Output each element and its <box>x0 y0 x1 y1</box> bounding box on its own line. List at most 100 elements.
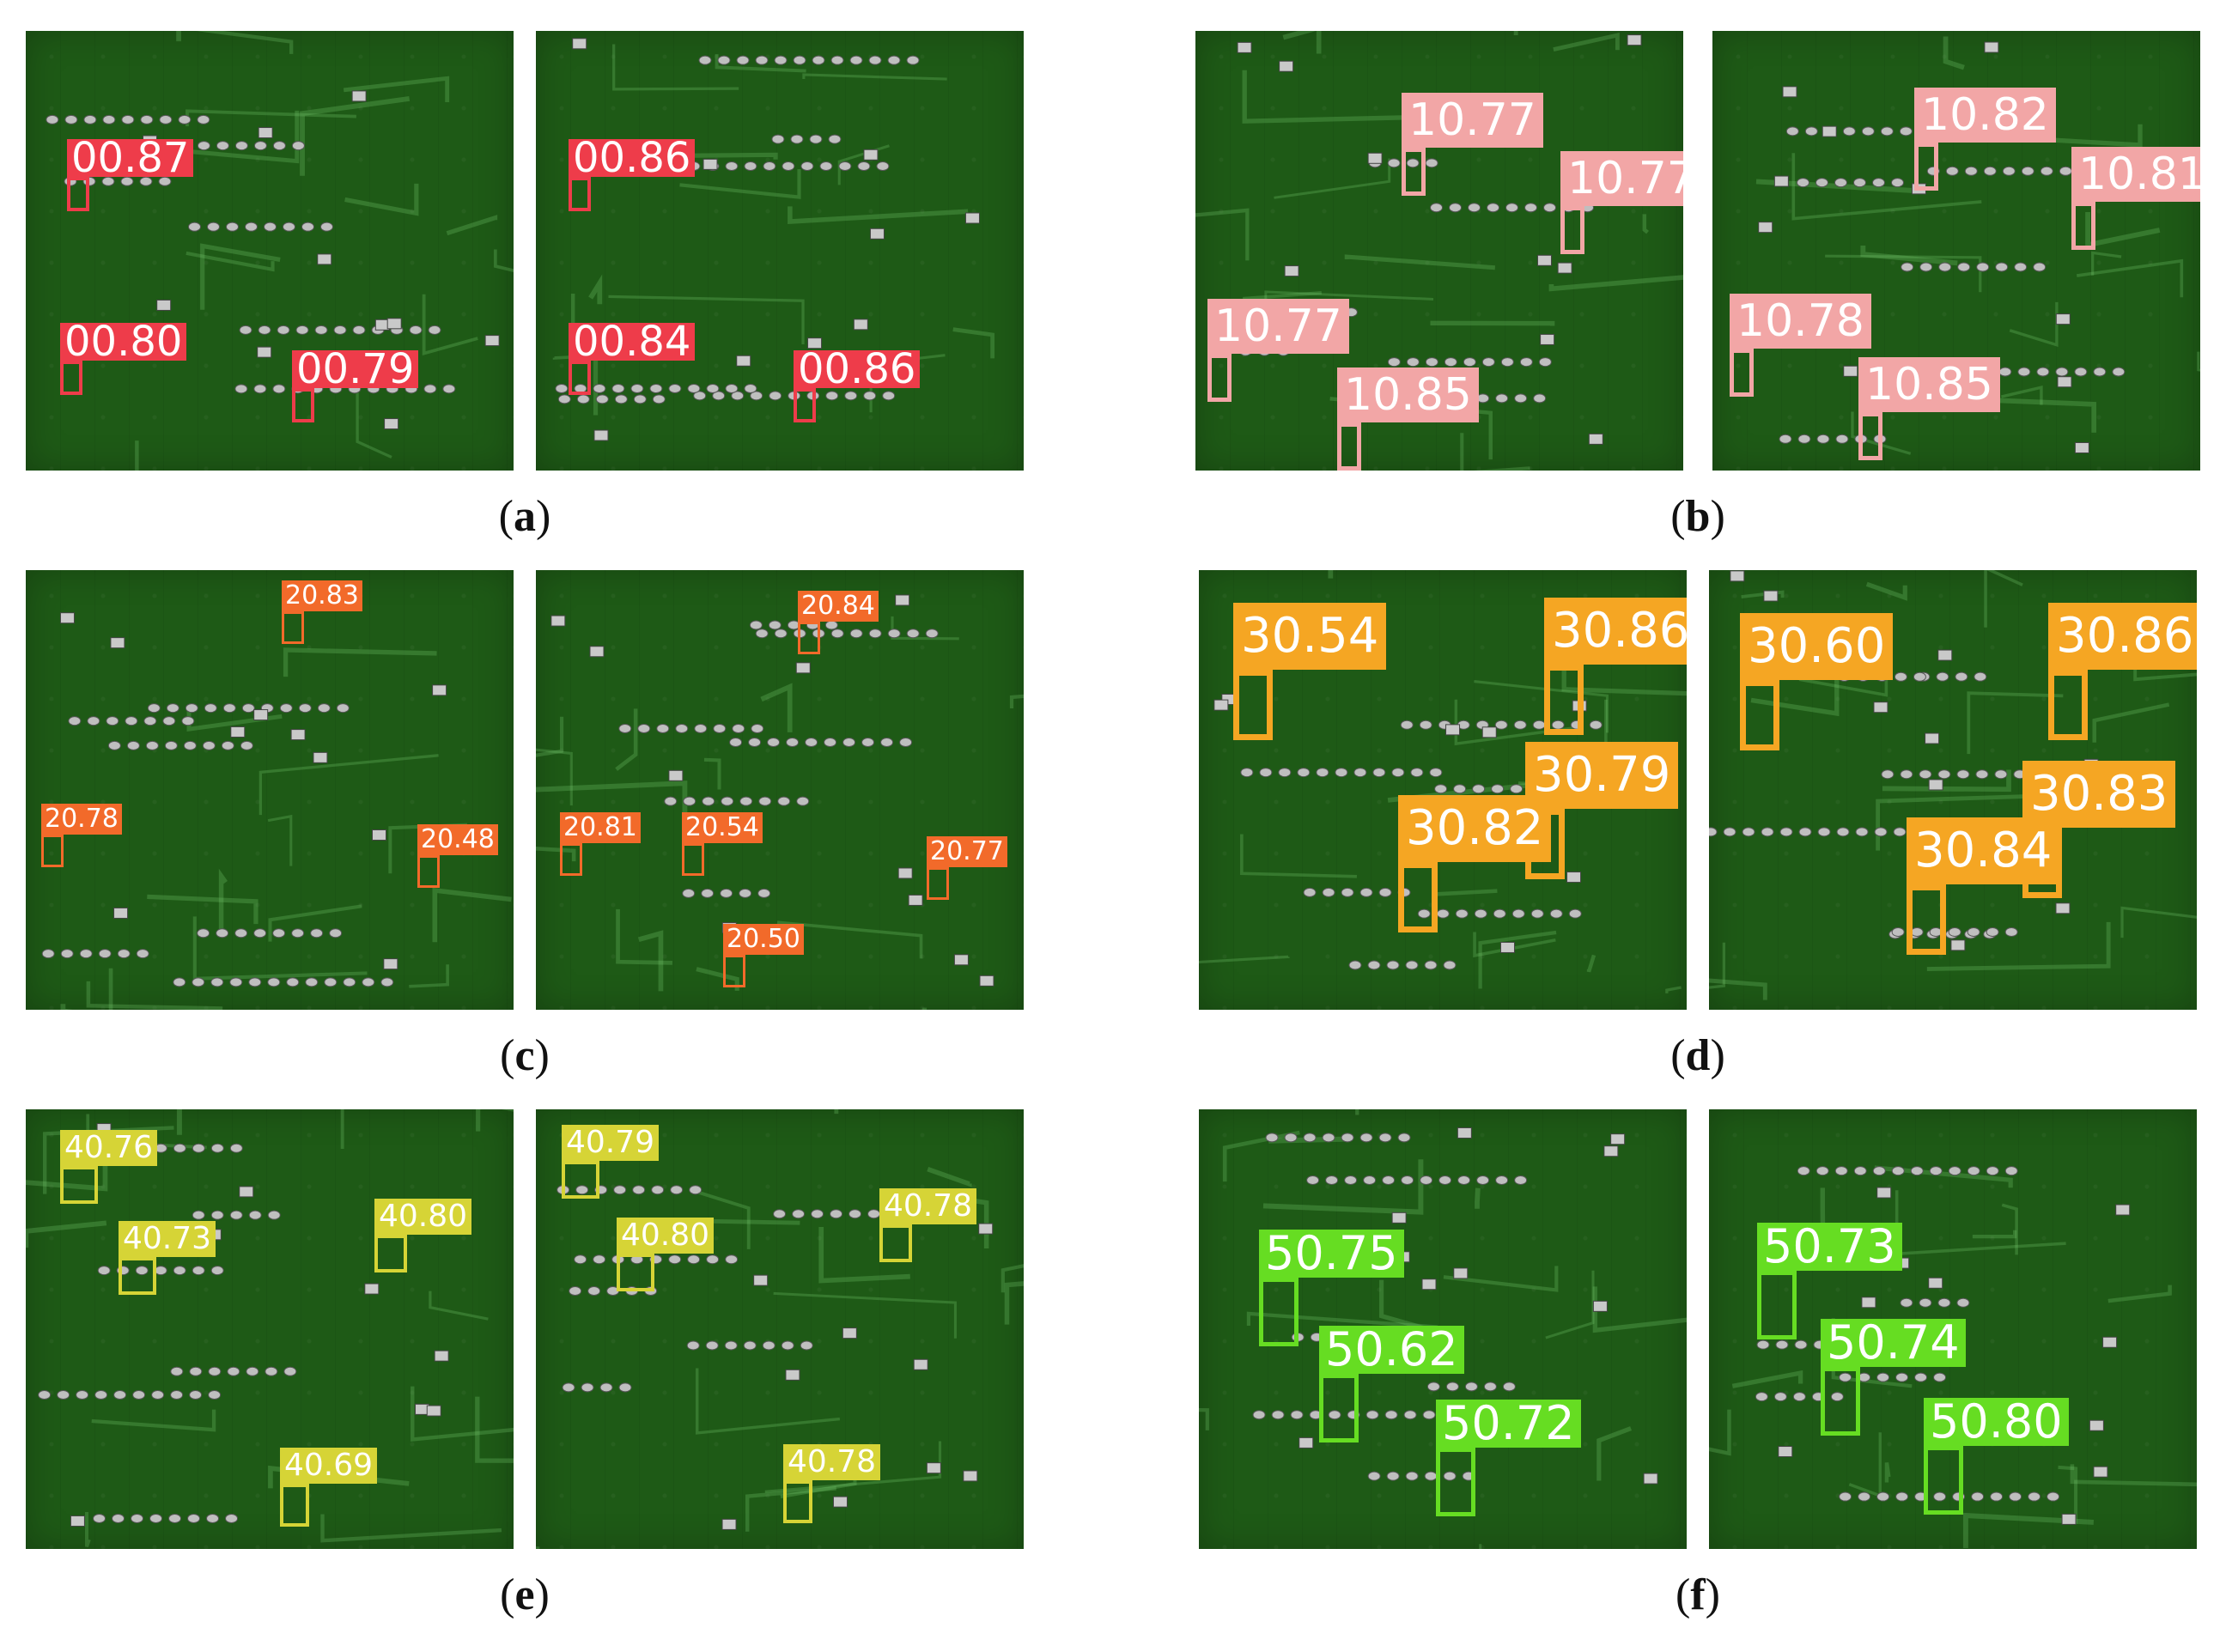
bounding-box <box>798 622 820 654</box>
detection-score: 0.77 <box>1437 94 1536 146</box>
detection-score: 0.80 <box>398 1199 468 1234</box>
bounding-box <box>723 955 745 987</box>
bounding-box <box>1402 148 1426 196</box>
detection-label: 5 0.80 <box>1924 1398 2069 1446</box>
detection-class: 4 <box>566 1125 586 1160</box>
bounding-box <box>67 177 89 211</box>
detection-class: 4 <box>788 1444 807 1479</box>
detection-label: 2 0.48 <box>417 824 498 855</box>
detection-label: 2 0.50 <box>723 924 804 955</box>
detection-class: 1 <box>1408 94 1438 146</box>
pcb-image-d-right: 3 0.60 3 0.86 3 0.83 3 0.84 <box>1709 570 2197 1010</box>
detection-score: 0.73 <box>142 1221 212 1256</box>
detection-class: 2 <box>930 836 947 866</box>
pcb-traces <box>1709 1165 2197 1549</box>
detection-class: 1 <box>2078 149 2107 200</box>
detection-score: 0.54 <box>702 812 759 842</box>
bounding-box <box>1914 143 1938 191</box>
bounding-box <box>1207 354 1232 402</box>
detection-label: 3 0.60 <box>1740 613 1894 680</box>
detection-score: 0.76 <box>83 1130 154 1165</box>
detection-label: 5 0.73 <box>1757 1223 1902 1271</box>
detection-class: 2 <box>801 591 818 621</box>
pcb-traces <box>26 1109 514 1548</box>
detection-score: 0.86 <box>824 345 916 393</box>
caption-e: (e) <box>500 1570 550 1619</box>
detection-class: 2 <box>685 812 702 842</box>
bounding-box <box>1259 1278 1298 1346</box>
pcb-traces <box>41 612 512 1010</box>
pcb-traces <box>536 1109 1024 1549</box>
caption-letter: f <box>1690 1570 1706 1619</box>
detection-score: 0.78 <box>903 1188 973 1224</box>
bounding-box <box>41 835 64 867</box>
detection-class: 0 <box>573 318 599 366</box>
detection-class: 1 <box>1736 295 1766 347</box>
bounding-box <box>282 611 304 644</box>
detection-score: 0.82 <box>1436 800 1544 856</box>
detection-label: 3 0.86 <box>2048 603 2197 670</box>
detection-score: 0.74 <box>1856 1315 1960 1370</box>
detection-class: 0 <box>64 318 91 366</box>
bounding-box <box>417 855 440 888</box>
detection-label: 1 0.77 <box>1207 299 1349 354</box>
detection-label: 3 0.79 <box>1525 742 1679 809</box>
detection-label: 1 0.81 <box>2071 147 2200 202</box>
bounding-box <box>280 1484 309 1527</box>
detection-class: 4 <box>64 1130 84 1165</box>
detection-score: 0.77 <box>1596 153 1683 204</box>
detection-score: 0.84 <box>1944 823 2053 878</box>
detection-class: 3 <box>1748 618 1779 674</box>
caption-letter: b <box>1685 492 1711 541</box>
detection-class: 3 <box>1552 603 1583 659</box>
detection-score: 0.87 <box>97 134 190 182</box>
caption-c: (c) <box>500 1031 550 1080</box>
detection-score: 0.69 <box>303 1448 374 1483</box>
detection-label: 0 0.80 <box>60 318 187 366</box>
detection-label: 5 0.62 <box>1319 1326 1464 1374</box>
detection-score: 0.77 <box>946 836 1004 866</box>
detection-label: 1 0.82 <box>1914 88 2056 143</box>
caption-letter: d <box>1685 1031 1711 1080</box>
bounding-box <box>794 388 816 422</box>
detection-label: 2 0.81 <box>560 812 641 843</box>
bounding-box <box>1436 1448 1475 1516</box>
detection-label: 1 0.77 <box>1402 93 1543 148</box>
detection-label: 3 0.83 <box>2022 761 2176 828</box>
detection-score: 0.54 <box>1271 608 1379 664</box>
detection-class: 2 <box>421 824 438 854</box>
bounding-box <box>1337 422 1361 471</box>
pcb-image-b-left: 1 0.77 1 0.77 1 0.77 1 0.85 <box>1195 31 1683 471</box>
detection-label: 4 0.80 <box>374 1199 472 1235</box>
detection-class: 0 <box>573 134 599 182</box>
bounding-box <box>119 1257 156 1295</box>
detection-score: 0.79 <box>585 1125 655 1160</box>
bounding-box <box>1560 206 1584 254</box>
detection-class: 1 <box>1921 89 1950 141</box>
detection-class: 4 <box>284 1448 304 1483</box>
detection-class: 0 <box>798 345 824 393</box>
detection-class: 5 <box>1442 1396 1472 1450</box>
detection-class: 3 <box>1533 747 1564 803</box>
pcb-traces <box>46 31 514 471</box>
detection-label: 4 0.78 <box>783 1444 881 1480</box>
detection-score: 0.86 <box>1582 603 1687 659</box>
bounding-box <box>1730 349 1754 397</box>
pcb-image-a-left: 0 0.87 0 0.80 0 0.79 <box>26 31 514 471</box>
bounding-box <box>2071 202 2095 250</box>
detection-class: 5 <box>1763 1219 1793 1273</box>
bounding-box <box>682 843 704 876</box>
detection-score: 0.72 <box>1471 1396 1575 1450</box>
detection-label: 3 0.84 <box>1907 817 2060 884</box>
caption-letter: e <box>514 1570 535 1619</box>
detection-label: 3 0.54 <box>1233 603 1387 670</box>
bounding-box <box>1544 665 1584 735</box>
pcb-image-e-right: 4 0.79 4 0.80 4 0.78 4 0.78 <box>536 1109 1024 1549</box>
bounding-box <box>60 1166 98 1204</box>
bounding-box <box>927 867 949 900</box>
caption-b: (b) <box>1670 492 1725 541</box>
detection-class: 1 <box>1865 359 1895 410</box>
detection-class: 3 <box>1406 800 1437 856</box>
detection-score: 0.85 <box>1894 359 1993 410</box>
detection-label: 4 0.78 <box>879 1188 977 1224</box>
